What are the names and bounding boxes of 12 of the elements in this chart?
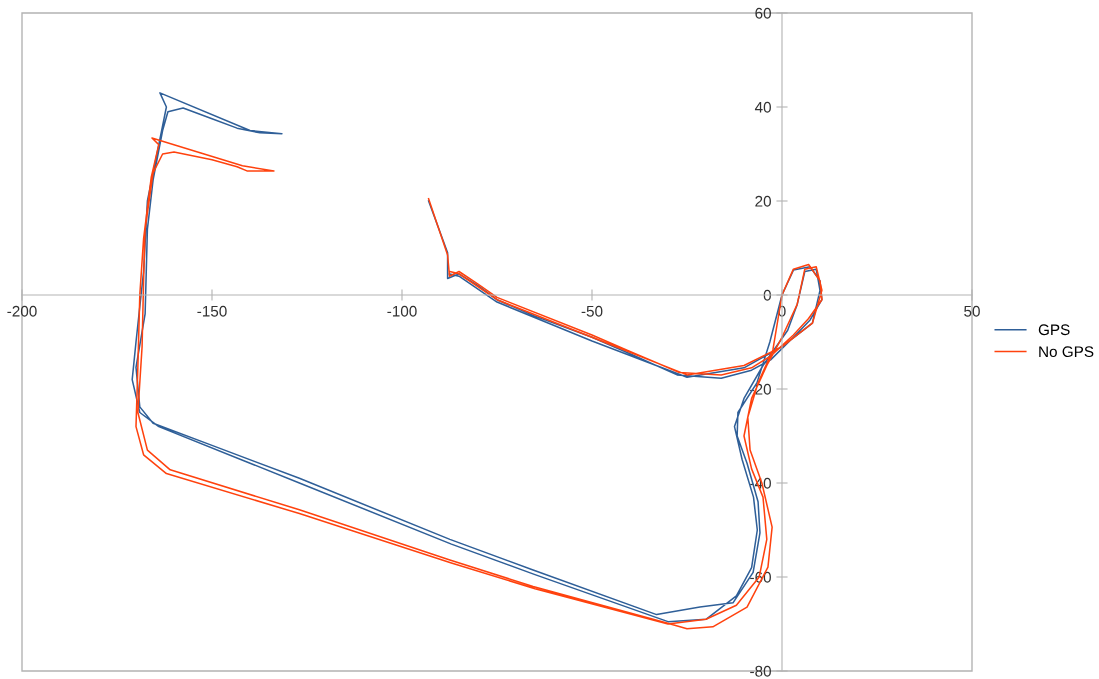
legend-label: No GPS [1039,346,1094,358]
y-tick-label: 0 [763,289,771,301]
y-tick-label: -80 [750,665,771,677]
x-tick-label: -50 [581,305,603,317]
legend-label: GPS [1038,324,1070,336]
x-tick-label: -100 [387,305,417,317]
y-tick-label: 40 [754,101,771,113]
x-tick-label: -150 [197,305,227,317]
y-tick-label: 60 [755,7,771,19]
x-tick-label: 50 [964,305,980,317]
y-tick-label: 20 [755,195,771,207]
x-tick-label: -200 [7,305,37,317]
